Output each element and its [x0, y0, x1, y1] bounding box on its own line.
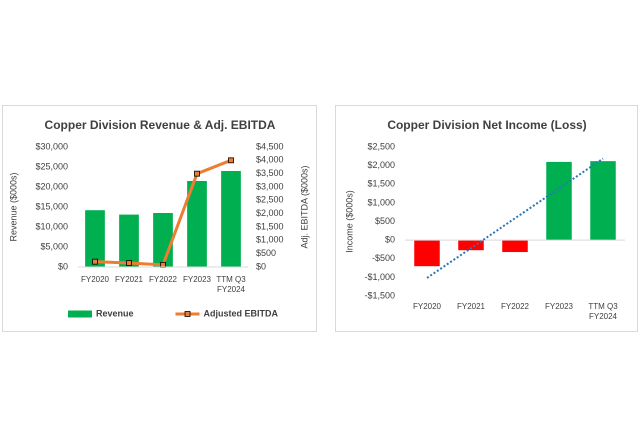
- x-tick-label: FY2021: [114, 275, 144, 284]
- chart-frame: [335, 105, 638, 332]
- y-tick-label: $0: [58, 261, 68, 271]
- bar: [458, 240, 484, 251]
- y-tick-label: -$1,500: [364, 290, 395, 300]
- y-tick-label: $20,000: [35, 181, 68, 191]
- legend-swatch: [68, 310, 92, 318]
- y2-tick-label: $1,500: [256, 221, 284, 231]
- y-tick-label: $1,500: [367, 179, 395, 189]
- y-tick-label: $1,000: [367, 197, 395, 207]
- marker: [92, 258, 98, 265]
- trendline: [426, 157, 604, 279]
- y2-axis-title: Adj. EBITDA ($000s): [299, 165, 309, 248]
- legend-label: Adjusted EBITDA: [204, 308, 279, 318]
- y2-tick-label: $2,500: [256, 195, 284, 205]
- y-tick-label: $5,000: [40, 241, 68, 251]
- bar: [187, 181, 207, 267]
- y-tick-label: -$500: [372, 253, 395, 263]
- y-tick-label: $0: [385, 235, 395, 245]
- legend-label: Revenue: [96, 308, 134, 318]
- y-axis-title: Revenue ($000s): [8, 172, 18, 241]
- x-tick-label: FY2022: [500, 302, 530, 311]
- y-tick-label: $10,000: [35, 221, 68, 231]
- y2-tick-label: $4,500: [256, 141, 284, 151]
- chart-title: Copper Division Revenue & Adj. EBITDA: [45, 118, 276, 132]
- y-axis-title: Income ($000s): [344, 190, 354, 253]
- bar: [414, 240, 440, 267]
- x-tick-label: TTM Q3 FY2024: [588, 302, 618, 321]
- bar: [546, 161, 572, 241]
- bar: [119, 214, 139, 267]
- x-tick-label: TTM Q3 FY2024: [216, 275, 246, 294]
- y2-tick-label: $3,000: [256, 181, 284, 191]
- bar: [85, 210, 105, 267]
- y-tick-label: $25,000: [35, 161, 68, 171]
- marker: [228, 157, 234, 164]
- y-tick-label: $15,000: [35, 201, 68, 211]
- bar: [221, 171, 241, 267]
- legend-swatch: [184, 311, 191, 317]
- bar: [153, 213, 173, 267]
- x-tick-label: FY2020: [412, 302, 442, 311]
- x-tick-label: FY2023: [182, 275, 212, 284]
- bar: [502, 240, 528, 253]
- x-tick-label: FY2022: [148, 275, 178, 284]
- x-tick-label: FY2021: [456, 302, 486, 311]
- y-tick-label: $2,500: [367, 141, 395, 151]
- y-tick-label: -$1,000: [364, 272, 395, 282]
- chart-title: Copper Division Net Income (Loss): [387, 118, 586, 132]
- y2-tick-label: $0: [256, 261, 266, 271]
- x-tick-label: FY2020: [80, 275, 110, 284]
- y2-tick-label: $3,500: [256, 168, 284, 178]
- y-tick-label: $30,000: [35, 141, 68, 151]
- y-tick-label: $500: [375, 216, 395, 226]
- marker: [194, 170, 200, 177]
- y-tick-label: $2,000: [367, 160, 395, 170]
- y2-tick-label: $2,000: [256, 208, 284, 218]
- x-tick-label: FY2023: [544, 302, 574, 311]
- marker: [126, 260, 132, 266]
- y2-tick-label: $4,000: [256, 155, 284, 165]
- bar: [590, 161, 616, 241]
- y2-tick-label: $1,000: [256, 235, 284, 245]
- y2-tick-label: $500: [256, 248, 276, 258]
